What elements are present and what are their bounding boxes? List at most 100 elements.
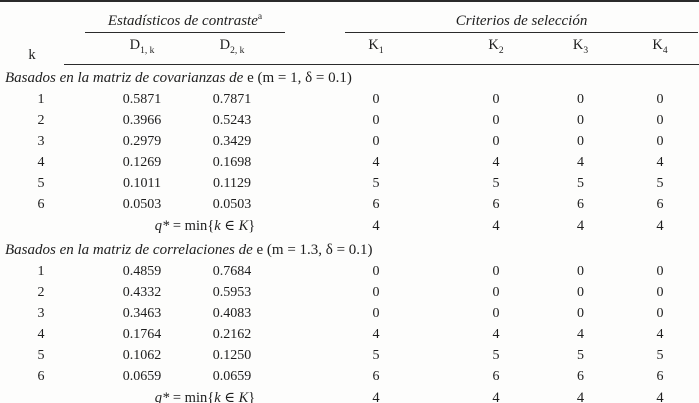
qstar-value-k3: 4 <box>576 217 585 234</box>
k2-cell: 6 <box>492 196 500 212</box>
d1-cell: 0.0659 <box>122 368 162 384</box>
estadisticos-group-label: Estadísticos de contraste <box>107 13 258 29</box>
empty-cell <box>0 387 64 403</box>
k-cell: 6 <box>37 368 45 384</box>
qstar-value-k1: 4 <box>372 217 380 234</box>
k1-cell: 6 <box>372 196 380 212</box>
table-row: 6 0.0503 0.0503 6 6 6 6 <box>0 194 699 215</box>
d2-cell: 0.7871 <box>212 91 252 107</box>
k4-cell: 0 <box>656 305 664 321</box>
k4-cell: 6 <box>656 368 664 384</box>
k1-cell: 0 <box>372 263 380 279</box>
column-header-k: k <box>28 47 36 64</box>
k1-cell: 0 <box>372 91 380 107</box>
k4-cell: 4 <box>656 154 664 170</box>
qstar-value-k4: 4 <box>656 389 664 403</box>
k1-cell: 0 <box>372 112 380 128</box>
column-header-d2k: D2, k <box>190 33 300 65</box>
k3-cell: 0 <box>577 284 584 300</box>
d1-cell: 0.3463 <box>122 305 162 321</box>
k3-cell: 4 <box>577 154 584 170</box>
footnote-marker-a: a <box>257 12 263 22</box>
d2-cell: 0.7684 <box>212 263 252 279</box>
k-cell: 5 <box>37 347 45 363</box>
k4-cell: 5 <box>656 175 664 191</box>
k2-cell: 6 <box>492 368 500 384</box>
k-cell: 4 <box>37 154 45 170</box>
k3-cell: 6 <box>577 368 584 384</box>
k3-cell: 0 <box>577 91 584 107</box>
section-heading-correlaciones: Basados en la matriz de correlaciones de… <box>5 241 373 258</box>
group-header-criterios: Criterios de selección <box>300 1 699 33</box>
k2-cell: 4 <box>492 326 500 342</box>
d1-cell: 0.1764 <box>122 326 162 342</box>
qstar-value-k2: 4 <box>492 389 500 403</box>
k-cell: 5 <box>37 175 45 191</box>
qstar-summary-row: q* = min{k ∈ K} 4 4 4 4 <box>0 387 699 403</box>
d2-cell: 0.5243 <box>212 112 252 128</box>
d2-cell: 0.0503 <box>212 196 252 212</box>
k1-cell: 0 <box>372 133 380 149</box>
table-row: 2 0.3966 0.5243 0 0 0 0 <box>0 110 699 131</box>
k2-cell: 4 <box>492 154 500 170</box>
d1-cell: 0.5871 <box>122 91 162 107</box>
table-row: 5 0.1062 0.1250 5 5 5 5 <box>0 345 699 366</box>
table-row: 1 0.5871 0.7871 0 0 0 0 <box>0 89 699 110</box>
d2-cell: 0.1698 <box>212 154 252 170</box>
k4-cell: 0 <box>656 263 664 279</box>
k1-cell: 4 <box>372 154 380 170</box>
d1-cell: 0.1011 <box>123 175 161 191</box>
group-header-estadisticos: Estadísticos de contrastea <box>64 1 300 33</box>
header-sub-row: D1, k D2, k K1 K2 K3 K4 <box>0 33 699 65</box>
k-cell: 3 <box>37 133 45 149</box>
qstar-summary-row: q* = min{k ∈ K} 4 4 4 4 <box>0 215 699 237</box>
d2-cell: 0.2162 <box>212 326 252 342</box>
qstar-formula: q* = min{k ∈ K} <box>154 217 256 234</box>
section-heading-row-correlaciones: Basados en la matriz de correlaciones de… <box>0 237 699 261</box>
k4-cell: 6 <box>656 196 664 212</box>
k4-cell: 0 <box>656 284 664 300</box>
table-row: 2 0.4332 0.5953 0 0 0 0 <box>0 282 699 303</box>
d2-cell: 0.1250 <box>212 347 252 363</box>
section-heading-row-covarianzas: Basados en la matriz de covarianzas de e… <box>0 64 699 89</box>
section-heading-covarianzas: Basados en la matriz de covarianzas de e… <box>5 69 352 86</box>
k1-cell: 0 <box>372 284 380 300</box>
table-body: Basados en la matriz de covarianzas de e… <box>0 64 699 403</box>
k-cell: 4 <box>37 326 45 342</box>
d2-cell: 0.0659 <box>212 368 252 384</box>
k-cell: 2 <box>37 284 45 300</box>
k-cell: 1 <box>37 263 45 279</box>
d2-cell: 0.5953 <box>212 284 252 300</box>
k2-cell: 0 <box>492 263 500 279</box>
criterios-group-label: Criterios de selección <box>455 13 588 29</box>
k4-cell: 0 <box>656 112 664 128</box>
k2-cell: 0 <box>492 112 500 128</box>
d1-cell: 0.2979 <box>122 133 162 149</box>
d2-cell: 0.4083 <box>212 305 252 321</box>
qstar-value-k1: 4 <box>372 389 380 403</box>
k2-cell: 5 <box>492 175 500 191</box>
k2-cell: 0 <box>492 284 500 300</box>
header-group-row: k Estadísticos de contrastea Criterios d… <box>0 1 699 63</box>
table-row: 3 0.3463 0.4083 0 0 0 0 <box>0 303 699 324</box>
qstar-value-k2: 4 <box>492 217 500 234</box>
column-header-k1: K1 <box>300 33 452 65</box>
d1-cell: 0.4859 <box>122 263 162 279</box>
k3-cell: 0 <box>577 133 584 149</box>
k3-cell: 5 <box>577 175 584 191</box>
table-row: 5 0.1011 0.1129 5 5 5 5 <box>0 173 699 194</box>
d2-cell: 0.1129 <box>213 175 251 191</box>
k4-cell: 0 <box>656 91 664 107</box>
k1-cell: 4 <box>372 326 380 342</box>
k1-cell: 6 <box>372 368 380 384</box>
k2-cell: 0 <box>492 305 500 321</box>
qstar-value-k4: 4 <box>656 217 664 234</box>
empty-cell <box>0 215 64 237</box>
k2-cell: 0 <box>492 91 500 107</box>
qstar-formula: q* = min{k ∈ K} <box>154 389 256 403</box>
table-row: 1 0.4859 0.7684 0 0 0 0 <box>0 261 699 282</box>
d2-cell: 0.3429 <box>212 133 252 149</box>
k4-cell: 5 <box>656 347 664 363</box>
